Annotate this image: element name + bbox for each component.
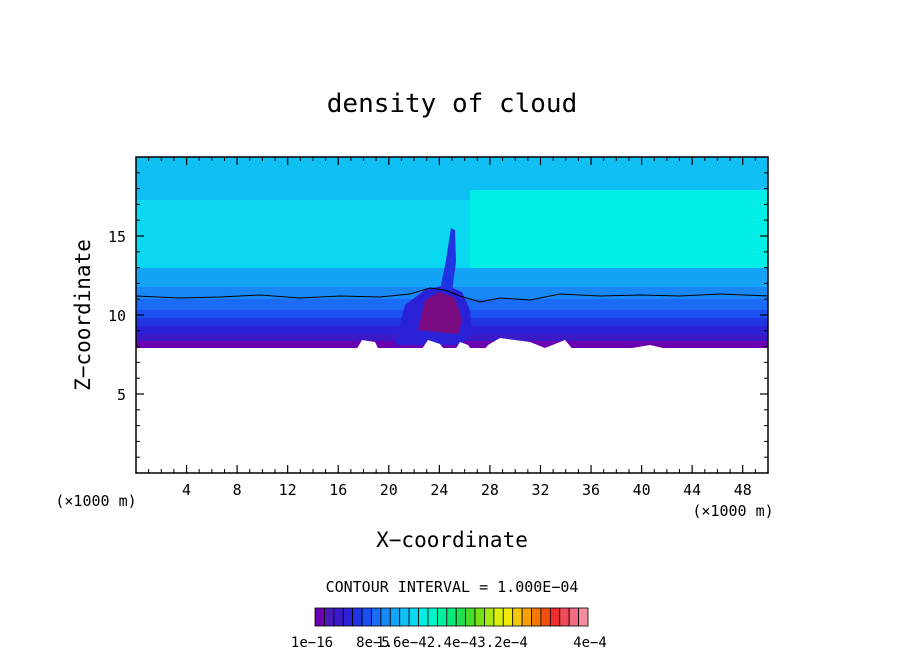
colorbar-swatch (408, 607, 419, 627)
cloud-free-region (136, 338, 768, 473)
colorbar-swatch (578, 607, 589, 627)
colorbar-swatch (427, 607, 438, 627)
colorbar (314, 607, 589, 627)
colorbar-swatch (333, 607, 344, 627)
colorbar-swatch (380, 607, 391, 627)
colorbar-swatch (352, 607, 363, 627)
colorbar-swatch (324, 607, 335, 627)
colorbar-swatch (399, 607, 410, 627)
colorbar-labels: 1e−16 8e−51.6e−42.4e−43.2e−4 4e−4 (291, 635, 607, 651)
colorbar-swatch (531, 607, 542, 627)
y-axis-label: Z−coordinate (71, 239, 95, 391)
x-unit-right: (×1000 m) (692, 502, 773, 520)
colorbar-swatch (446, 607, 457, 627)
x-tick-label: 16 (329, 481, 347, 499)
colorbar-swatch (512, 607, 523, 627)
colorbar-label: 8e−5 (356, 635, 390, 651)
updraft-center (418, 292, 462, 334)
colorbar-swatch (493, 607, 504, 627)
x-tick-label: 4 (182, 481, 191, 499)
x-tick-label: 48 (734, 481, 752, 499)
x-tick-label: 20 (380, 481, 398, 499)
colorbar-swatch (465, 607, 476, 627)
contour-line (136, 287, 768, 303)
colorbar-swatch (568, 607, 579, 627)
colorbar-swatch (314, 607, 325, 627)
band-anvil (470, 190, 768, 270)
x-tick-label: 8 (233, 481, 242, 499)
colorbar-swatch (474, 607, 485, 627)
colorbar-label: 4e−4 (573, 635, 607, 651)
colorbar-swatch (361, 607, 372, 627)
colorbar-swatch (559, 607, 570, 627)
colorbar-swatch (436, 607, 448, 627)
chart-title: density of cloud (327, 89, 577, 119)
y-tick-label: 10 (108, 307, 126, 325)
colorbar-swatch (502, 607, 514, 627)
colorbar-swatch (484, 607, 495, 627)
y-tick-label: 15 (108, 228, 126, 246)
colorbar-swatch (549, 607, 561, 627)
y-ticks: 5 10 15 (108, 172, 768, 458)
x-tick-label: 28 (481, 481, 499, 499)
colorbar-swatch (389, 607, 401, 627)
x-tick-label: 40 (633, 481, 651, 499)
x-tick-label: 36 (582, 481, 600, 499)
x-tick-label: 12 (279, 481, 297, 499)
x-ticks: 4 8 12 16 20 24 28 32 36 40 44 48 (148, 157, 756, 499)
y-tick-label: 5 (117, 386, 126, 404)
colorbar-swatch (455, 607, 467, 627)
x-unit-left: (×1000 m) (55, 492, 136, 510)
colorbar-swatch (540, 607, 551, 627)
density-field (136, 157, 768, 473)
colorbar-swatch (418, 607, 429, 627)
x-axis-label: X−coordinate (376, 528, 528, 552)
colorbar-label: 1e−16 (291, 635, 333, 651)
x-tick-label: 32 (531, 481, 549, 499)
x-tick-label: 24 (430, 481, 448, 499)
colorbar-swatch (521, 607, 532, 627)
colorbar-swatch (342, 607, 354, 627)
colorbar-label: 1.6e−42.4e−43.2e−4 (376, 635, 528, 651)
contour-interval-text: CONTOUR INTERVAL = 1.000E−04 (326, 578, 579, 596)
colorbar-swatch (371, 607, 382, 627)
x-tick-label: 44 (683, 481, 701, 499)
updraft-plume (440, 228, 456, 292)
